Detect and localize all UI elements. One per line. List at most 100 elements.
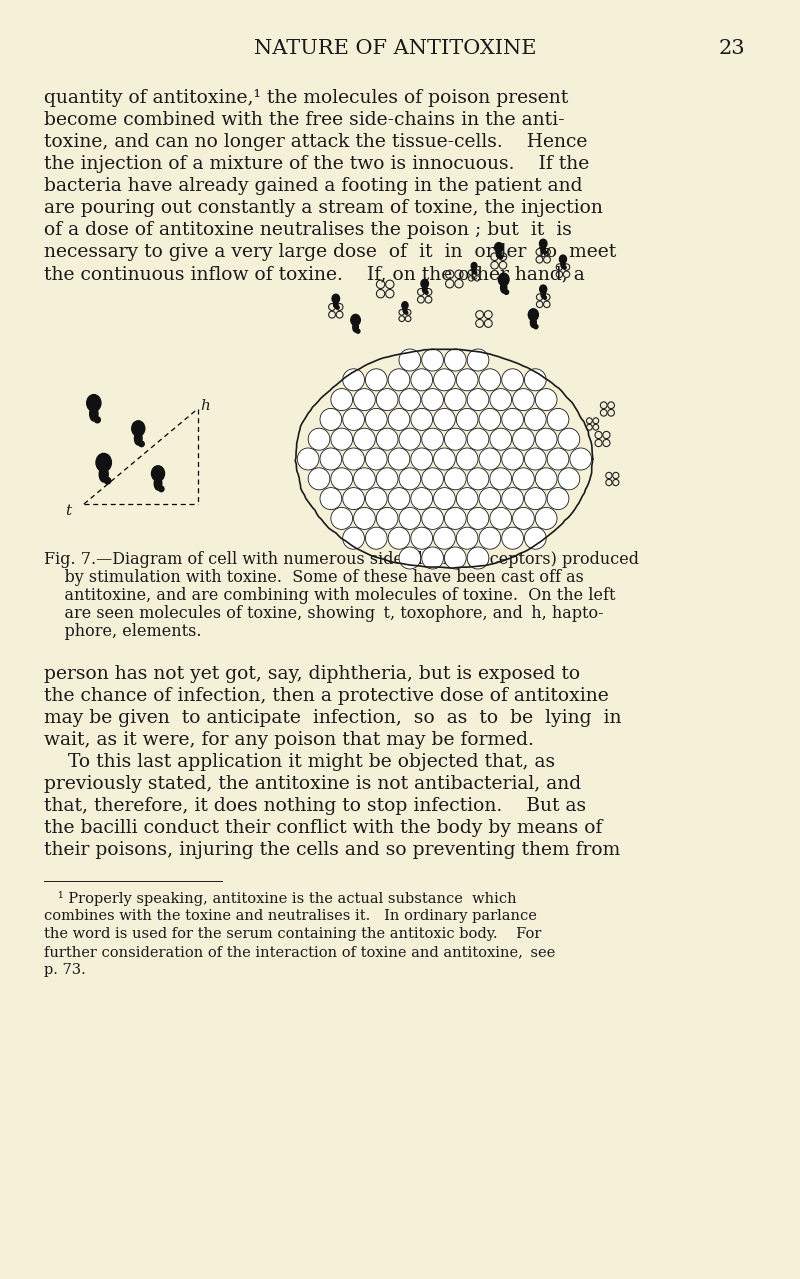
Circle shape bbox=[456, 448, 478, 469]
Ellipse shape bbox=[501, 283, 507, 293]
Circle shape bbox=[354, 428, 375, 450]
Circle shape bbox=[445, 508, 466, 530]
Circle shape bbox=[513, 428, 534, 450]
Text: Fig. 7.—Diagram of cell with numerous side-chains (receptors) produced: Fig. 7.—Diagram of cell with numerous si… bbox=[45, 551, 639, 568]
Circle shape bbox=[342, 527, 365, 549]
Ellipse shape bbox=[498, 274, 509, 285]
Ellipse shape bbox=[528, 308, 538, 321]
Text: p. 73.: p. 73. bbox=[45, 963, 86, 977]
Circle shape bbox=[535, 508, 557, 530]
Circle shape bbox=[535, 389, 557, 411]
Circle shape bbox=[366, 368, 387, 391]
Text: NATURE OF ANTITOXINE: NATURE OF ANTITOXINE bbox=[254, 38, 536, 58]
Ellipse shape bbox=[425, 290, 428, 294]
Circle shape bbox=[422, 389, 443, 411]
Text: wait, as it were, for any poison that may be formed.: wait, as it were, for any poison that ma… bbox=[45, 732, 534, 749]
Circle shape bbox=[388, 448, 410, 469]
Circle shape bbox=[388, 487, 410, 509]
Circle shape bbox=[422, 508, 443, 530]
Circle shape bbox=[308, 428, 330, 450]
Circle shape bbox=[513, 508, 534, 530]
Text: are seen molecules of toxine, showing  t, toxophore, and  h, hapto-: are seen molecules of toxine, showing t,… bbox=[45, 605, 604, 622]
Ellipse shape bbox=[474, 271, 477, 274]
Text: of a dose of antitoxine neutralises the poison ; but  it  is: of a dose of antitoxine neutralises the … bbox=[45, 221, 572, 239]
Ellipse shape bbox=[334, 301, 338, 308]
Circle shape bbox=[456, 487, 478, 509]
Ellipse shape bbox=[539, 239, 547, 248]
Text: antitoxine, and are combining with molecules of toxine.  On the left: antitoxine, and are combining with molec… bbox=[45, 587, 616, 604]
Text: the bacilli conduct their conflict with the body by means of: the bacilli conduct their conflict with … bbox=[45, 819, 603, 836]
Circle shape bbox=[354, 508, 375, 530]
Ellipse shape bbox=[472, 267, 476, 274]
Text: the continuous inflow of toxine.    If, on the other hand, a: the continuous inflow of toxine. If, on … bbox=[45, 265, 585, 283]
Circle shape bbox=[525, 487, 546, 509]
Circle shape bbox=[376, 468, 398, 490]
Circle shape bbox=[479, 368, 501, 391]
Circle shape bbox=[331, 428, 353, 450]
Circle shape bbox=[547, 448, 569, 469]
Circle shape bbox=[320, 408, 342, 431]
Text: the word is used for the serum containing the antitoxic body.    For: the word is used for the serum containin… bbox=[45, 927, 542, 941]
Ellipse shape bbox=[336, 306, 339, 310]
Ellipse shape bbox=[541, 246, 546, 253]
Circle shape bbox=[434, 408, 455, 431]
Ellipse shape bbox=[134, 432, 142, 445]
Ellipse shape bbox=[559, 255, 566, 263]
Text: phore, elements.: phore, elements. bbox=[45, 623, 202, 640]
Circle shape bbox=[456, 368, 478, 391]
Ellipse shape bbox=[540, 285, 546, 293]
Ellipse shape bbox=[543, 251, 546, 255]
Circle shape bbox=[331, 389, 353, 411]
Text: 23: 23 bbox=[719, 38, 746, 58]
Ellipse shape bbox=[499, 256, 502, 260]
Circle shape bbox=[376, 428, 398, 450]
Circle shape bbox=[411, 368, 433, 391]
Circle shape bbox=[547, 487, 569, 509]
Circle shape bbox=[342, 487, 365, 509]
Ellipse shape bbox=[139, 441, 144, 446]
Circle shape bbox=[354, 468, 375, 490]
Text: their poisons, injuring the cells and so preventing them from: their poisons, injuring the cells and so… bbox=[45, 842, 621, 859]
Circle shape bbox=[411, 527, 433, 549]
Text: necessary to give a very large dose  of  it  in  order  to  meet: necessary to give a very large dose of i… bbox=[45, 243, 617, 261]
Circle shape bbox=[502, 368, 523, 391]
Circle shape bbox=[490, 468, 512, 490]
Ellipse shape bbox=[563, 266, 566, 269]
Circle shape bbox=[479, 487, 501, 509]
Text: further consideration of the interaction of toxine and antitoxine,  see: further consideration of the interaction… bbox=[45, 945, 556, 959]
Circle shape bbox=[376, 389, 398, 411]
Ellipse shape bbox=[86, 395, 101, 412]
Circle shape bbox=[525, 448, 546, 469]
Ellipse shape bbox=[104, 477, 110, 483]
Text: bacteria have already gained a footing in the patient and: bacteria have already gained a footing i… bbox=[45, 177, 583, 194]
Circle shape bbox=[525, 368, 546, 391]
Circle shape bbox=[490, 508, 512, 530]
Circle shape bbox=[388, 408, 410, 431]
Text: are pouring out constantly a stream of toxine, the injection: are pouring out constantly a stream of t… bbox=[45, 200, 603, 217]
Circle shape bbox=[490, 428, 512, 450]
Circle shape bbox=[342, 368, 365, 391]
Text: quantity of antitoxine,¹ the molecules of poison present: quantity of antitoxine,¹ the molecules o… bbox=[45, 90, 569, 107]
Circle shape bbox=[354, 389, 375, 411]
Circle shape bbox=[366, 448, 387, 469]
Circle shape bbox=[513, 468, 534, 490]
Text: h: h bbox=[201, 399, 210, 413]
Circle shape bbox=[570, 448, 592, 469]
Text: may be given  to anticipate  infection,  so  as  to  be  lying  in: may be given to anticipate infection, so… bbox=[45, 709, 622, 726]
Circle shape bbox=[422, 547, 443, 569]
Ellipse shape bbox=[422, 285, 427, 293]
Circle shape bbox=[411, 408, 433, 431]
Text: person has not yet got, say, diphtheria, but is exposed to: person has not yet got, say, diphtheria,… bbox=[45, 665, 581, 683]
Ellipse shape bbox=[351, 315, 360, 326]
Circle shape bbox=[445, 428, 466, 450]
Text: ¹ Properly speaking, antitoxine is the actual substance  which: ¹ Properly speaking, antitoxine is the a… bbox=[45, 891, 517, 906]
Circle shape bbox=[558, 428, 580, 450]
Circle shape bbox=[342, 408, 365, 431]
Circle shape bbox=[445, 547, 466, 569]
Circle shape bbox=[366, 487, 387, 509]
Text: combines with the toxine and neutralises it.   In ordinary parlance: combines with the toxine and neutralises… bbox=[45, 909, 538, 923]
Ellipse shape bbox=[530, 317, 536, 327]
Circle shape bbox=[490, 389, 512, 411]
Circle shape bbox=[434, 448, 455, 469]
Circle shape bbox=[479, 448, 501, 469]
